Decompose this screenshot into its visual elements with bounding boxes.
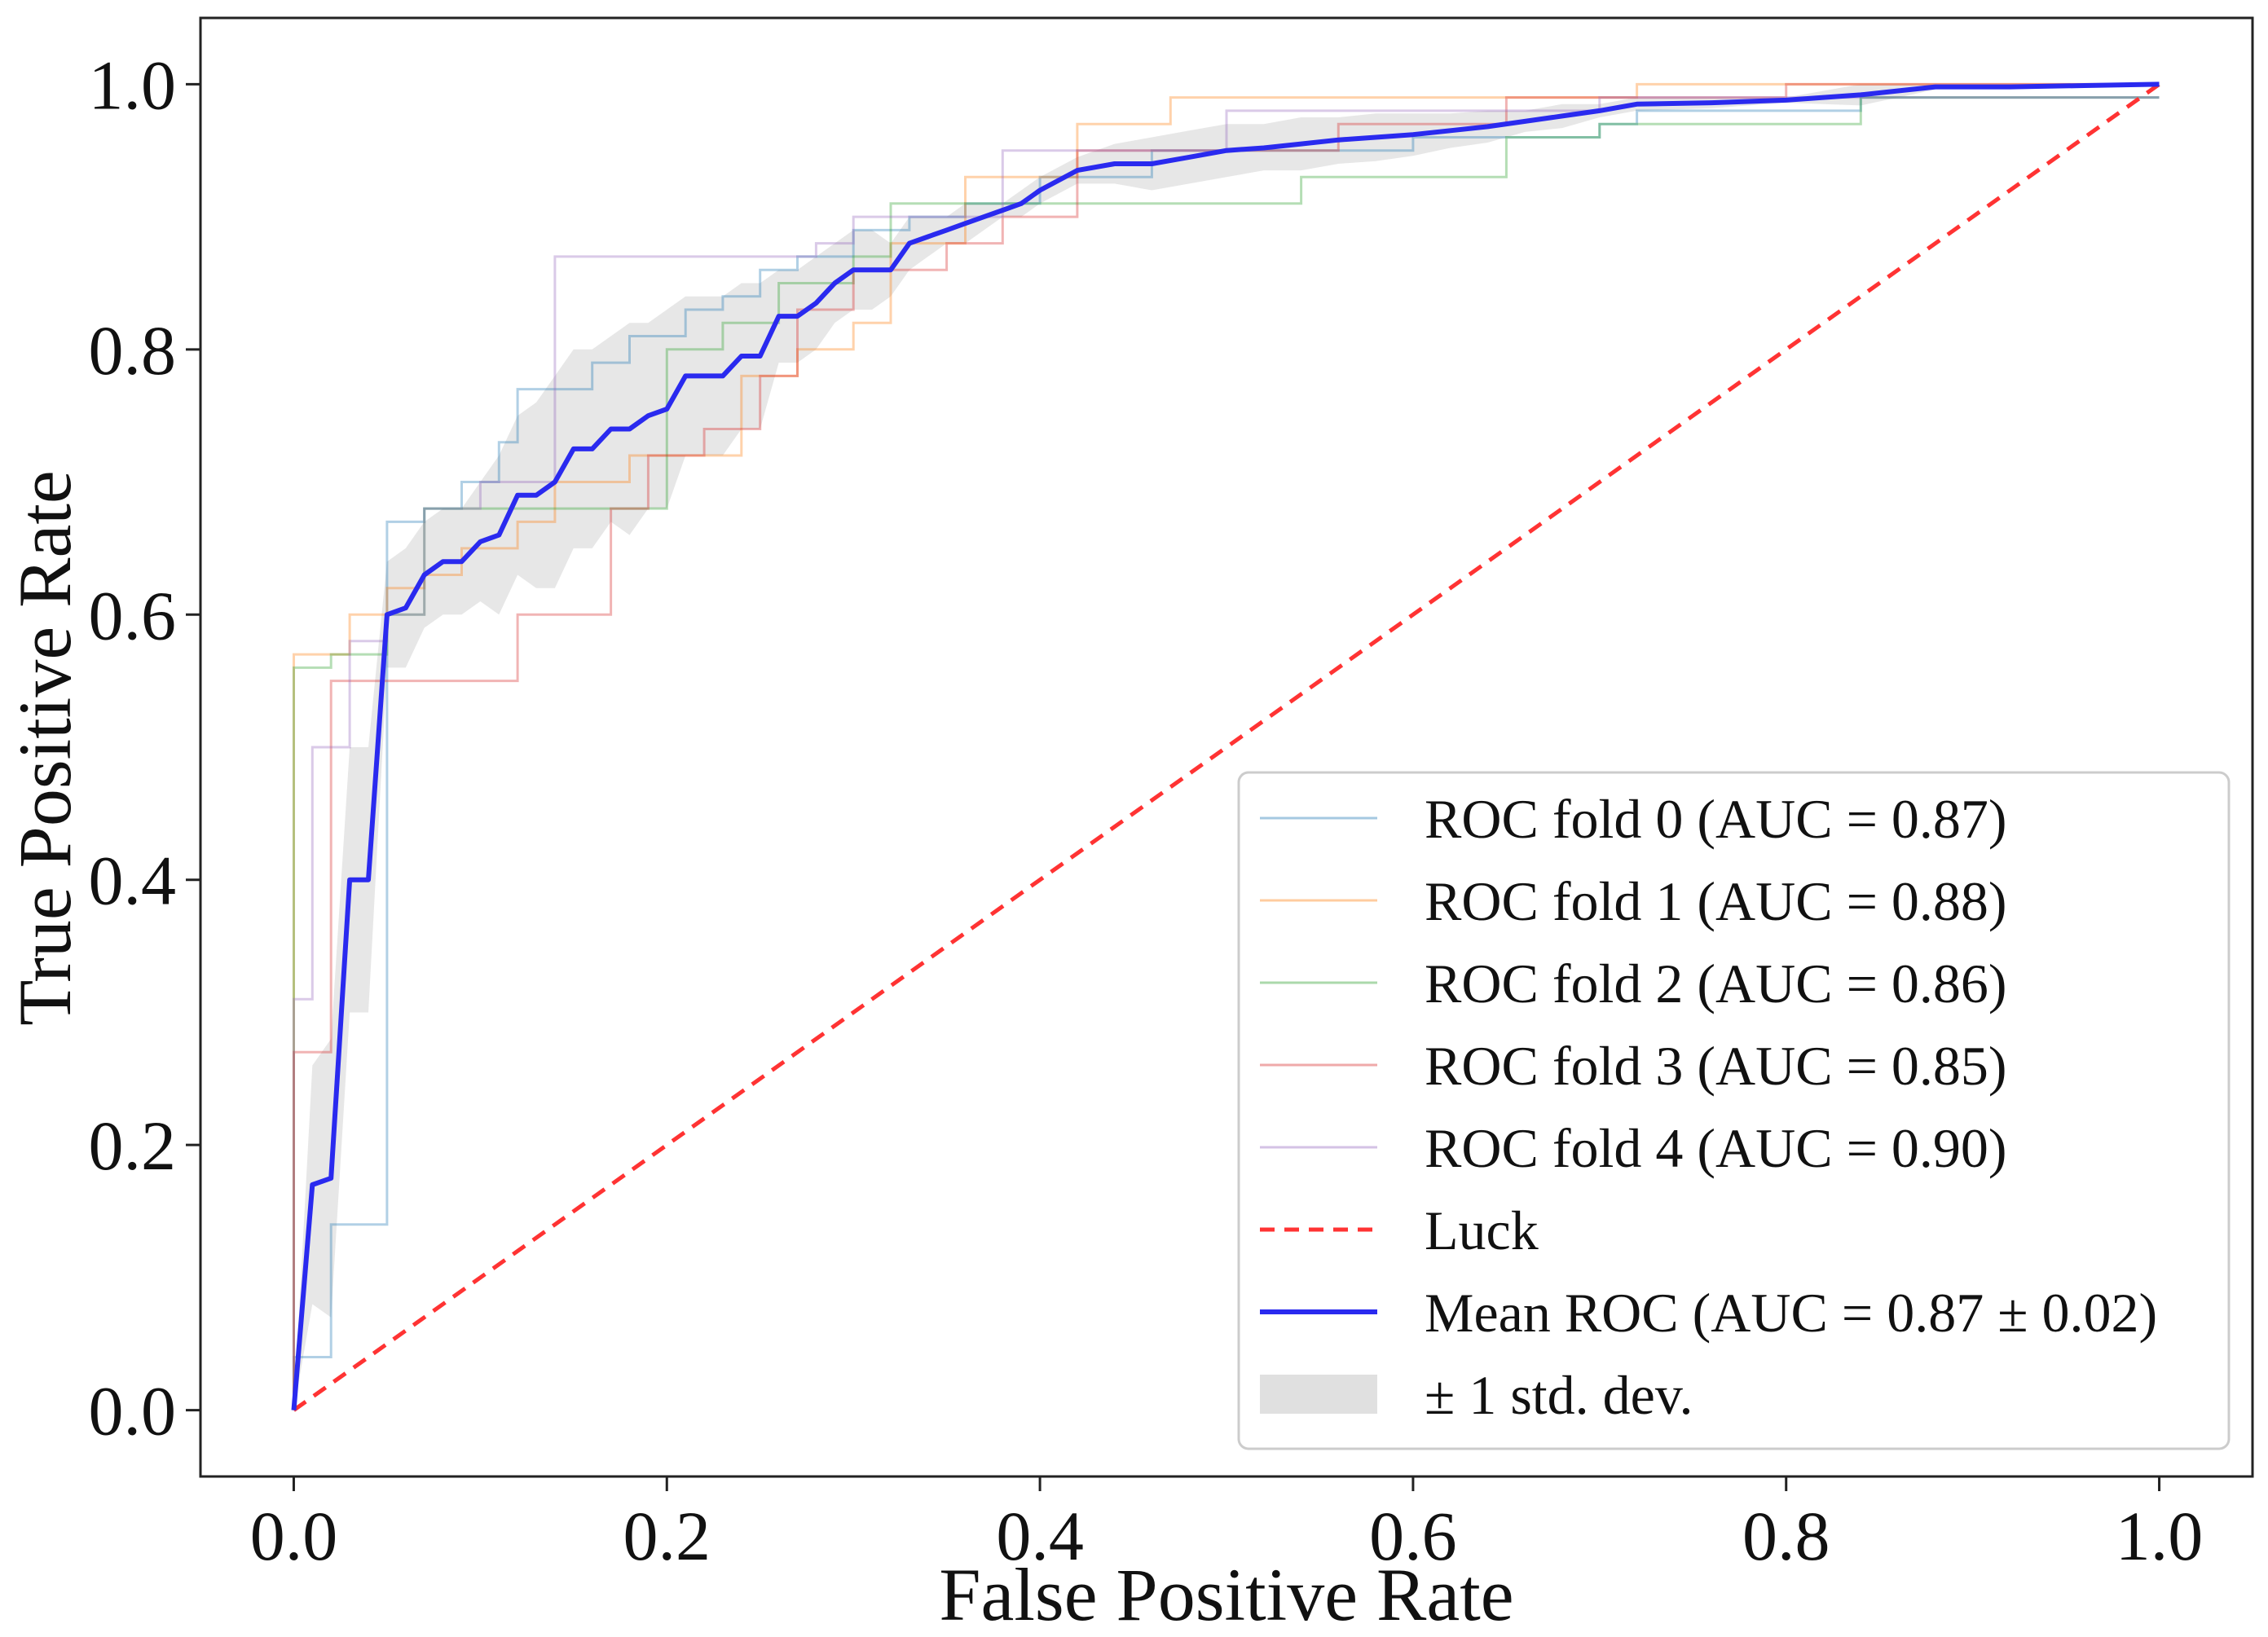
legend-label: Mean ROC (AUC = 0.87 ± 0.02) [1425,1282,2157,1344]
mean-roc-layer [291,81,2160,1410]
x-tick-label: 0.8 [1742,1497,1830,1575]
luck-layer [293,82,2160,1412]
roc-fold-4-line [293,96,2160,1410]
y-tick-label: 0.8 [89,311,177,389]
y-tick-label: 0.4 [89,842,177,920]
legend-std-band-swatch [1260,1375,1377,1414]
legend-label: ROC fold 1 (AUC = 0.88) [1425,870,2007,932]
axis-ticks: 0.0 0.2 0.4 0.6 0.8 1.0 0.0 0.2 0.4 0.6 0.8 1.0 [89,46,2204,1575]
y-tick-label: 0.2 [89,1107,177,1185]
x-axis-label: False Positive Rate [939,1553,1513,1636]
legend-label: ROC fold 4 (AUC = 0.90) [1425,1117,2007,1179]
legend-label: ROC fold 3 (AUC = 0.85) [1425,1035,2007,1097]
plot-frame [199,16,2254,1478]
y-tick-label: 1.0 [89,46,177,124]
y-tick-label: 0.6 [89,576,177,654]
y-axis-label: True Positive Rate [3,470,86,1026]
y-tick-label: 0.0 [89,1372,177,1450]
legend-label: ± 1 std. dev. [1425,1364,1693,1426]
x-tick-label: 0.0 [250,1497,338,1575]
roc-fold-0-line [293,96,2160,1410]
legend-label: Luck [1425,1199,1539,1261]
x-tick-label: 1.0 [2116,1497,2204,1575]
std-dev-band [293,84,2160,1410]
std-band-layer [293,84,2160,1410]
x-tick-label: 0.2 [623,1497,711,1575]
legend-label: ROC fold 0 (AUC = 0.87) [1425,788,2007,850]
legend: ROC fold 0 (AUC = 0.87) ROC fold 1 (AUC =… [1237,771,2231,1450]
legend-box [1237,771,2231,1450]
legend-label: ROC fold 2 (AUC = 0.86) [1425,953,2007,1014]
x-tick-label: 0.6 [1369,1497,1457,1575]
roc-fold-1-line [293,82,2160,1410]
luck-line [293,82,2160,1412]
plot-area [291,81,2160,1412]
x-tick-label: 0.4 [996,1497,1084,1575]
mean-roc-line [291,81,2160,1410]
roc-fold-3-line [293,82,2160,1410]
